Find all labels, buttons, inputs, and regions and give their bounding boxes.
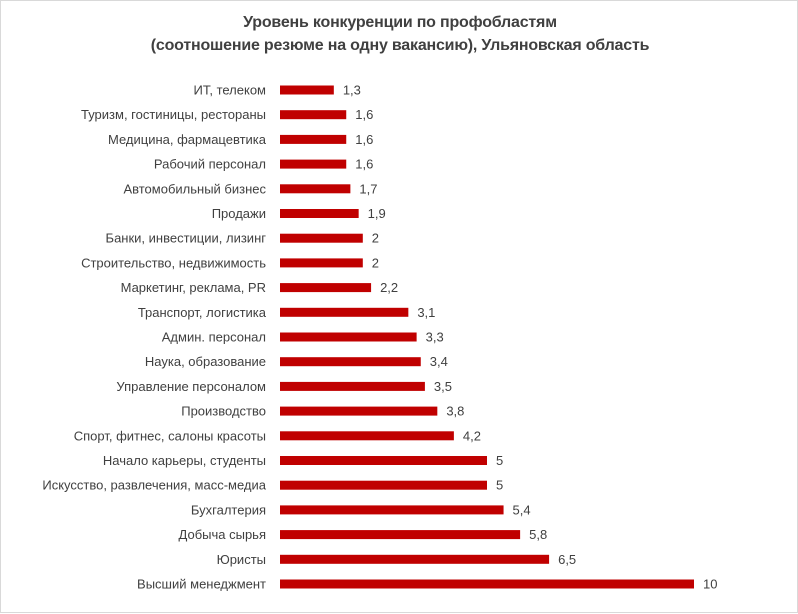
data-label: 2: [372, 231, 379, 246]
data-label: 1,6: [355, 157, 373, 172]
category-label: Банки, инвестиции, лизинг: [106, 231, 267, 246]
bar: [280, 233, 363, 243]
data-label: 5,4: [513, 502, 531, 517]
category-label: Туризм, гостиницы, рестораны: [81, 107, 266, 122]
bar: [280, 110, 347, 120]
category-label: Медицина, фармацевтика: [108, 132, 267, 147]
category-label: Начало карьеры, студенты: [103, 453, 266, 468]
data-label: 3,5: [434, 379, 452, 394]
category-label: Продажи: [212, 206, 266, 221]
bar: [280, 456, 487, 465]
data-label: 3,1: [417, 305, 435, 320]
category-label: Юристы: [217, 552, 266, 567]
data-label: 1,6: [355, 107, 373, 122]
category-label: Админ. персонал: [162, 330, 266, 345]
category-label: Управление персоналом: [116, 379, 266, 394]
bar: [280, 431, 454, 441]
bar: [280, 184, 351, 194]
category-label: Рабочий персонал: [154, 157, 266, 172]
bar: [280, 530, 521, 540]
category-label: Производство: [181, 404, 266, 419]
data-label: 5: [496, 453, 503, 468]
bar: [280, 480, 487, 490]
bar: [280, 579, 694, 589]
bar: [280, 134, 347, 144]
data-label: 5,8: [529, 527, 547, 542]
bar: [280, 406, 438, 416]
bar: [280, 381, 425, 391]
bar: [280, 85, 334, 95]
data-label: 2,2: [380, 280, 398, 295]
category-label: ИТ, телеком: [194, 83, 267, 98]
bar: [280, 554, 550, 564]
bars-group: ИТ, телеком 1,3 Туризм, гостиницы, рестора…: [42, 83, 717, 592]
bar: [280, 332, 417, 342]
bar: [280, 258, 363, 268]
data-label: 2: [372, 255, 379, 270]
category-label: Искусство, развлечения, масс-медиа: [42, 478, 266, 493]
category-label: Маркетинг, реклама, PR: [121, 280, 266, 295]
data-label: 5: [496, 478, 503, 493]
chart-subtitle: (соотношение резюме на одну вакансию), У…: [150, 37, 650, 54]
bar: [280, 209, 359, 218]
bar: [280, 307, 409, 317]
data-label: 1,9: [368, 206, 386, 221]
category-label: Спорт, фитнес, салоны красоты: [74, 428, 266, 443]
bar: [280, 159, 347, 169]
category-label: Бухгалтерия: [191, 502, 266, 517]
category-label: Добыча сырья: [179, 527, 266, 542]
bar: [280, 357, 421, 367]
category-label: Строительство, недвижимость: [81, 255, 266, 270]
data-label: 10: [703, 577, 717, 592]
category-label: Транспорт, логистика: [138, 305, 267, 320]
data-label: 3,4: [430, 354, 448, 369]
data-label: 3,3: [426, 330, 444, 345]
chart-title: Уровень конкуренции по профобластям: [243, 14, 557, 31]
category-label: Наука, образование: [145, 354, 266, 369]
bar: [280, 505, 504, 515]
data-label: 6,5: [558, 552, 576, 567]
data-label: 3,8: [446, 404, 464, 419]
category-label: Высший менеджмент: [137, 577, 266, 592]
bar: [280, 283, 372, 293]
data-label: 1,3: [343, 83, 361, 98]
data-label: 1,7: [359, 181, 377, 196]
data-label: 4,2: [463, 428, 481, 443]
data-label: 1,6: [355, 132, 373, 147]
category-label: Автомобильный бизнес: [123, 181, 266, 196]
